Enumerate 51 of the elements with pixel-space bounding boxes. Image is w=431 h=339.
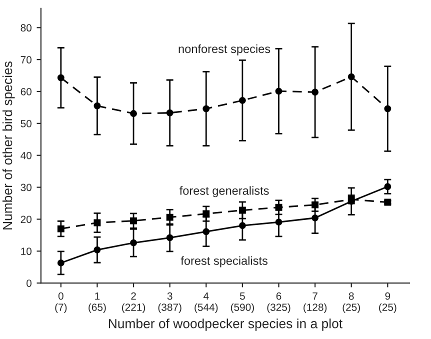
- point: [202, 105, 210, 112]
- point: [166, 234, 174, 242]
- y-tick-label: 10: [21, 248, 32, 256]
- point: [312, 214, 319, 222]
- x-tick-label: 7 (128): [304, 292, 327, 314]
- x-axis-title: Number of woodpecker species in a plot: [108, 318, 342, 331]
- y-axis-title: Number of other bird species: [2, 62, 15, 230]
- point: [384, 183, 392, 190]
- point: [348, 73, 355, 80]
- point: [130, 217, 137, 224]
- x-tick-label: 5 (590): [230, 292, 254, 314]
- point: [312, 201, 319, 208]
- text: nonforest species: [178, 44, 270, 56]
- point: [384, 105, 392, 112]
- point: [275, 204, 282, 211]
- x-tick-label: 2 (221): [122, 292, 146, 314]
- point: [238, 206, 246, 214]
- x-tick-label: 3 (387): [158, 292, 182, 314]
- y-tick-label: 0: [26, 280, 32, 287]
- point: [166, 214, 174, 221]
- x-tick-label: 9 (25): [379, 292, 396, 314]
- series-label: forest specialists: [180, 256, 268, 268]
- point: [94, 246, 101, 254]
- y-tick-label: 70: [20, 56, 32, 64]
- point: [57, 225, 64, 232]
- point: [94, 102, 101, 110]
- y-tick-label: 30: [20, 184, 32, 192]
- point: [202, 210, 210, 218]
- y-tick-label: 60: [20, 88, 32, 96]
- y-tick-label: 80: [20, 24, 32, 32]
- series-label: forest generalists: [180, 186, 269, 198]
- y-tick-label: 40: [20, 152, 32, 160]
- point: [202, 228, 210, 236]
- y-tick-label: 20: [20, 216, 32, 224]
- point: [94, 219, 101, 226]
- x-tick-label: 4 (544): [194, 292, 218, 314]
- point: [238, 222, 246, 230]
- point: [130, 239, 137, 246]
- point: [130, 110, 137, 117]
- point: [166, 109, 174, 116]
- x-tick-label: 1 (65): [88, 292, 106, 314]
- x-tick-label: 8 (25): [342, 292, 360, 314]
- point: [57, 74, 64, 82]
- point: [312, 88, 319, 96]
- y-tick-label: 50: [20, 120, 32, 128]
- point: [238, 96, 246, 104]
- point: [275, 218, 282, 226]
- x-tick-label: 0 (7): [55, 292, 67, 314]
- point: [275, 88, 282, 95]
- x-tick-label: 6 (325): [267, 292, 290, 314]
- point: [57, 259, 64, 266]
